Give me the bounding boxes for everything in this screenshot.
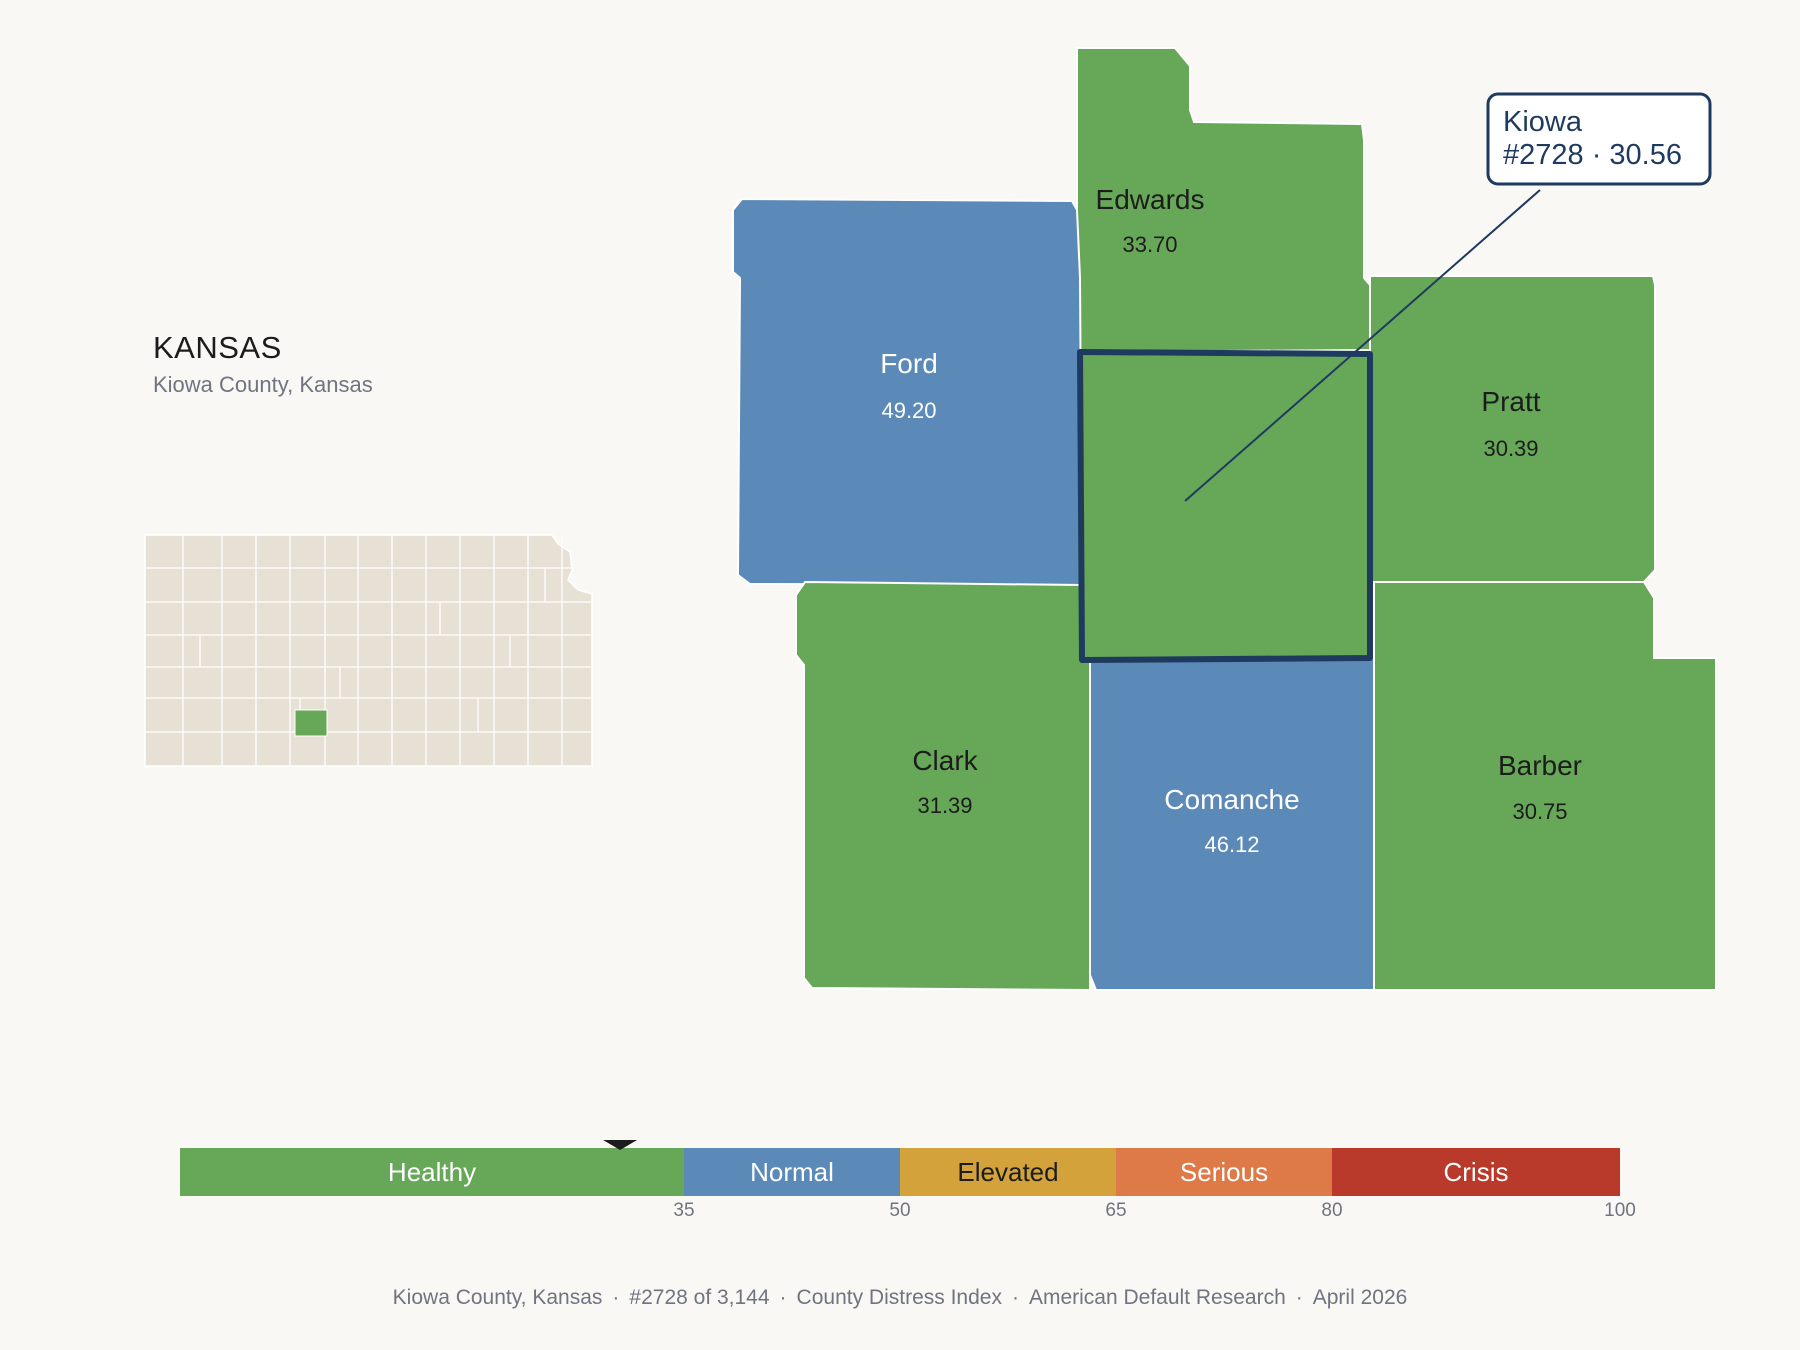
legend-segment-normal	[684, 1148, 900, 1196]
legend-tick-80: 80	[1321, 1200, 1342, 1221]
footer: Kiowa County, Kansas · #2728 of 3,144 · Coun…	[392, 1286, 1408, 1309]
county-value-edwards: 33.70	[1122, 232, 1177, 257]
legend-tick-100: 100	[1604, 1200, 1636, 1221]
county-pratt[interactable]	[1369, 275, 1656, 583]
legend-segment-crisis	[1332, 1148, 1620, 1196]
state-locator-map	[144, 534, 593, 767]
footer-index: County Distress Index	[796, 1286, 1002, 1309]
kiowa-highlight	[294, 709, 328, 737]
county-value-clark: 31.39	[917, 793, 972, 818]
county-label-edwards: Edwards	[1096, 184, 1205, 215]
footer-date: April 2026	[1312, 1286, 1408, 1309]
state-subtitle: Kiowa County, Kansas	[153, 372, 373, 397]
county-label-comanche: Comanche	[1164, 784, 1299, 815]
callout-box	[1486, 92, 1712, 186]
callout-leader-line	[1184, 189, 1541, 502]
legend-segment-serious	[1116, 1148, 1332, 1196]
county-barber[interactable]	[1373, 581, 1717, 991]
county-comanche[interactable]	[1089, 656, 1375, 991]
footer-rank: #2728 of 3,144	[629, 1286, 770, 1309]
callout-rank-value: #2728 · 30.56	[1503, 139, 1682, 171]
state-outline	[144, 534, 593, 767]
legend-label-healthy: Healthy	[388, 1157, 476, 1187]
county-grid-lines	[145, 535, 592, 766]
county-clark[interactable]	[795, 580, 1091, 992]
county-label-barber: Barber	[1498, 750, 1582, 781]
footer-publisher: American Default Research	[1028, 1286, 1286, 1309]
legend-label-crisis: Crisis	[1444, 1157, 1509, 1187]
state-title: KANSAS	[153, 330, 282, 365]
kiowa-outline	[1077, 349, 1373, 663]
callout-county-name: Kiowa	[1503, 106, 1583, 138]
legend-label-serious: Serious	[1180, 1157, 1268, 1187]
legend-label-normal: Normal	[750, 1157, 834, 1187]
legend-label-elevated: Elevated	[957, 1157, 1058, 1187]
county-value-ford: 49.20	[881, 398, 936, 423]
county-label-clark: Clark	[912, 745, 978, 776]
county-value-comanche: 46.12	[1204, 832, 1259, 857]
county-value-pratt: 30.39	[1483, 436, 1538, 461]
legend-tick-50: 50	[889, 1200, 910, 1221]
legend-tick-65: 65	[1105, 1200, 1126, 1221]
legend-segment-elevated	[900, 1148, 1116, 1196]
county-value-barber: 30.75	[1512, 799, 1567, 824]
county-label-ford: Ford	[880, 348, 938, 379]
county-label-pratt: Pratt	[1481, 386, 1540, 417]
legend-segment-healthy	[180, 1148, 684, 1196]
distress-legend: Healthy Normal Elevated Serious Crisis 35 50 6…	[180, 1140, 1636, 1221]
footer-county: Kiowa County, Kansas	[392, 1286, 603, 1309]
county-ford[interactable]	[732, 197, 1084, 587]
legend-marker-icon	[603, 1140, 638, 1150]
regional-county-map: Edwards 33.70 Ford 49.20 Pratt 30.39 Cla…	[732, 47, 1717, 992]
legend-tick-35: 35	[673, 1200, 694, 1221]
county-kiowa[interactable]	[1080, 352, 1370, 660]
